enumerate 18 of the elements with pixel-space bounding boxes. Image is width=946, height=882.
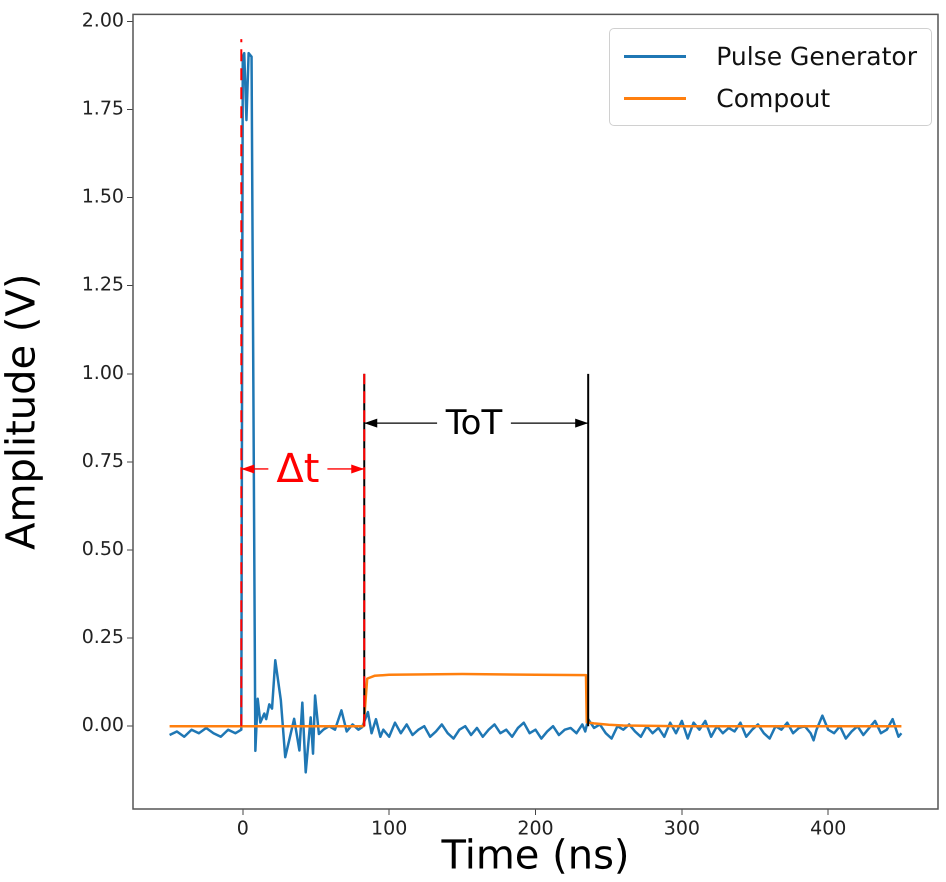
annotation: ToT — [444, 403, 502, 444]
y-tick-label: 0.00 — [82, 714, 124, 736]
x-tick-label: 300 — [664, 817, 700, 840]
annotation: Δt — [276, 446, 320, 492]
y-tick-label: 2.00 — [82, 9, 124, 32]
x-tick-label: 0 — [236, 817, 249, 840]
legend-label: Pulse Generator — [716, 42, 917, 70]
y-tick-label: 1.50 — [82, 186, 124, 208]
y-tick-label: 0.75 — [82, 450, 124, 472]
y-tick-label: 1.75 — [82, 97, 124, 120]
y-axis-title: Amplitude (V) — [0, 274, 44, 550]
legend-label: Compout — [716, 84, 830, 112]
y-tick-label: 1.00 — [82, 362, 124, 384]
y-tick-label: 0.25 — [82, 626, 124, 648]
y-tick-label: 0.50 — [82, 538, 124, 560]
x-tick-label: 100 — [371, 817, 408, 840]
y-tick-label: 1.25 — [82, 274, 124, 296]
x-tick-label: 400 — [810, 817, 846, 840]
